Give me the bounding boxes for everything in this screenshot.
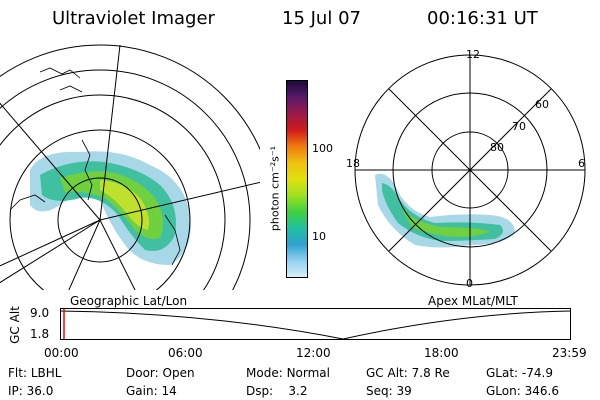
info-gc-alt: GC Alt: 7.8 Re [366, 366, 450, 380]
date-label: 15 Jul 07 [282, 8, 361, 29]
colorbar-unit-label: photon cm⁻²s⁻¹ [268, 145, 282, 232]
info-ip: IP: 36.0 [8, 384, 54, 398]
geographic-caption: Geographic Lat/Lon [70, 294, 188, 308]
time-tick-2359: 23:59 [552, 346, 587, 360]
info-dsp: Dsp: 3.2 [246, 384, 308, 398]
lat-label-70: 70 [512, 120, 526, 133]
mlt-label-12: 12 [466, 48, 480, 61]
magnetic-polar-plot [354, 54, 586, 286]
info-glat: GLat: -74.9 [486, 366, 553, 380]
info-glon: GLon: 346.6 [486, 384, 559, 398]
altitude-tick-1-8: 1.8 [30, 327, 50, 341]
mlt-label-0: 0 [466, 277, 473, 290]
info-door: Door: Open [126, 366, 195, 380]
time-tick-0000: 00:00 [44, 346, 79, 360]
aurora-emission-left [30, 151, 191, 265]
mlt-label-18: 18 [346, 157, 360, 170]
time-tick-1800: 18:00 [424, 346, 459, 360]
info-flt: Flt: LBHL [8, 366, 62, 380]
time-label: 00:16:31 UT [427, 8, 538, 29]
info-mode: Mode: Normal [246, 366, 330, 380]
info-gain: Gain: 14 [126, 384, 177, 398]
instrument-title: Ultraviolet Imager [52, 8, 215, 29]
altitude-axis-label: GC Alt [7, 306, 22, 344]
colorbar [286, 80, 308, 278]
altitude-tick-9: 9.0 [30, 306, 50, 320]
geographic-map [0, 44, 260, 290]
info-seq: Seq: 39 [366, 384, 412, 398]
time-tick-1200: 12:00 [296, 346, 331, 360]
aurora-emission-right [375, 173, 515, 248]
mlt-label-6: 6 [578, 157, 585, 170]
lat-label-80: 80 [490, 141, 504, 154]
time-tick-0600: 06:00 [168, 346, 203, 360]
colorbar-tick-100: 100 [312, 142, 333, 155]
lat-label-60: 60 [535, 98, 549, 111]
colorbar-tick-10: 10 [312, 230, 326, 243]
apex-caption: Apex MLat/MLT [428, 294, 518, 308]
altitude-plot [60, 308, 572, 340]
